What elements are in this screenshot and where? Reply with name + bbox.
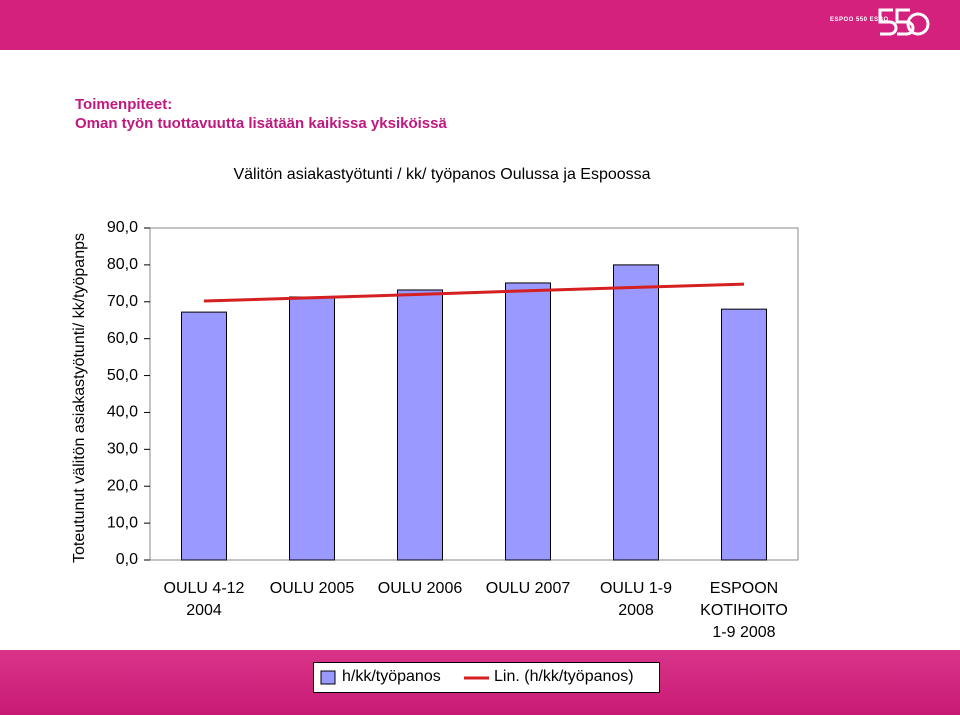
bar <box>181 311 227 561</box>
legend: h/kk/työpanos Lin. (h/kk/työpanos) <box>313 662 660 693</box>
y-axis-label: Toteutunut välitön asiakastyötunti/ kk/t… <box>71 233 88 563</box>
y-tick-label: 10,0 <box>107 514 138 531</box>
top-band <box>0 0 960 50</box>
y-tick-label: 20,0 <box>107 477 138 494</box>
y-tick-label: 30,0 <box>107 441 138 458</box>
y-tick-label: 50,0 <box>107 367 138 384</box>
legend-swatches <box>320 670 489 685</box>
heading-title: Toimenpiteet: <box>75 96 173 113</box>
x-tick-label: OULU 4-12 2004 <box>163 580 245 619</box>
chart: Välitön asiakastyötunti / kk/ työpanos O… <box>71 166 799 568</box>
x-tick-label: OULU 2005 <box>269 580 355 597</box>
plot-area <box>149 227 799 561</box>
bar <box>613 264 659 561</box>
y-tick-label: 40,0 <box>107 404 138 421</box>
x-tick-label: OULU 1-9 2008 <box>599 580 673 619</box>
legend-swatch-bar <box>320 670 336 685</box>
legend-label: h/kk/työpanos <box>342 668 441 685</box>
legend-label: Lin. (h/kk/työpanos) <box>494 668 634 685</box>
x-tick-label: OULU 2006 <box>377 580 463 597</box>
heading-subtitle: Oman työn tuottavuutta lisätään kaikissa… <box>75 115 447 132</box>
bar <box>289 296 335 561</box>
y-tick-label: 70,0 <box>107 293 138 310</box>
trend-line <box>203 282 745 303</box>
x-tick-label: OULU 2007 <box>485 580 571 597</box>
y-tick-label: 80,0 <box>107 256 138 273</box>
y-tick-label: 90,0 <box>107 219 138 236</box>
y-tick-label: 0,0 <box>116 551 138 568</box>
heading: Toimenpiteet: Oman työn tuottavuutta lis… <box>75 95 447 133</box>
bar <box>397 289 443 561</box>
x-tick-label: ESPOON KOTIHOITO 1-9 2008 <box>700 580 788 641</box>
y-tick-label: 60,0 <box>107 330 138 347</box>
bar <box>505 282 551 561</box>
logo-text: ESPOO 550 ESBO <box>830 17 889 23</box>
bar <box>721 308 767 561</box>
chart-title: Välitön asiakastyötunti / kk/ työpanos O… <box>233 166 650 183</box>
